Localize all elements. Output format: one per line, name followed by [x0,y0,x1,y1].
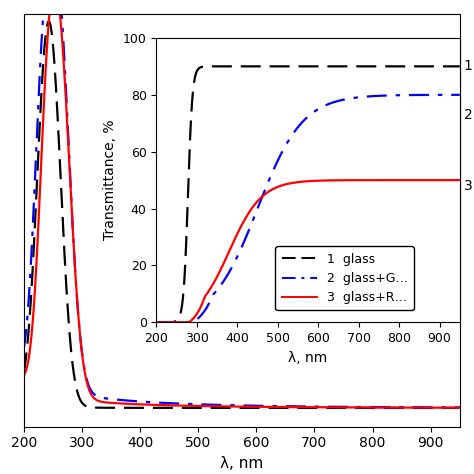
Text: 1: 1 [464,59,473,73]
Text: 3: 3 [464,179,473,193]
X-axis label: λ, nm: λ, nm [220,456,264,471]
X-axis label: λ, nm: λ, nm [289,351,328,365]
Legend: 1  glass, 2  glass+G…, 3  glass+R…: 1 glass, 2 glass+G…, 3 glass+R… [275,246,414,310]
Y-axis label: Transmittance, %: Transmittance, % [103,120,117,240]
Text: 2: 2 [464,108,473,122]
